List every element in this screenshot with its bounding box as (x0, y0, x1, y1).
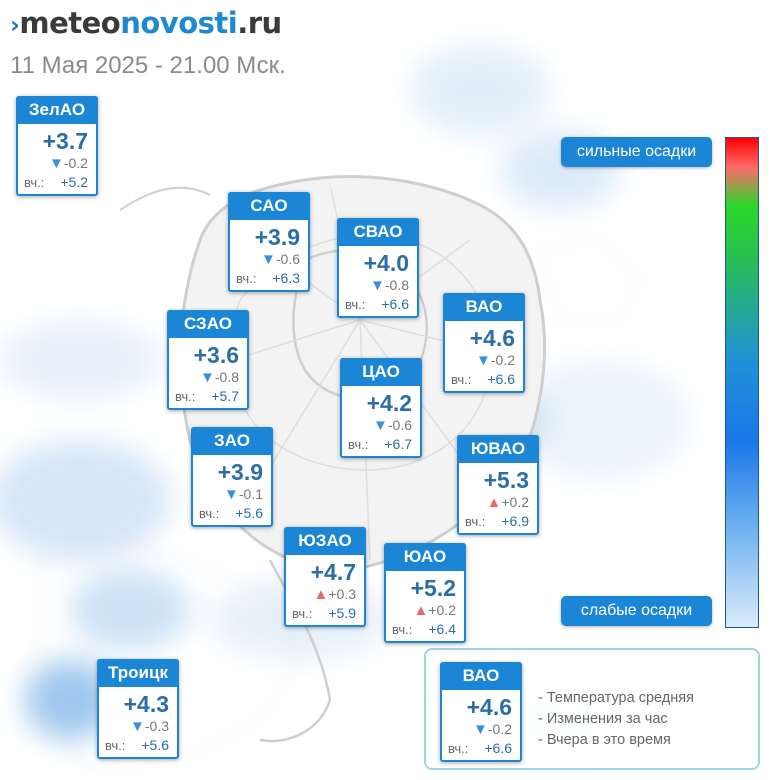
trend-down-icon: ▼ (370, 277, 385, 294)
district-name: СВАО (337, 218, 419, 246)
district-change: ▲+0.3 (313, 586, 357, 603)
district-name: ЦАО (340, 358, 422, 386)
trend-down-icon: ▼ (130, 718, 145, 735)
district-yesterday: +5.7 (211, 388, 239, 404)
district-yesterday: +6.3 (272, 270, 300, 286)
precipitation-scale (725, 137, 759, 628)
district-change: ▼-0.2 (476, 352, 515, 369)
district-yesterday: +6.4 (428, 621, 456, 637)
explanation-yesterday: - Вчера в это время (538, 732, 671, 748)
yesterday-label: вч.: (348, 437, 369, 452)
district-card[interactable]: Троицк +4.3 ▼-0.3 вч.: +5.6 (97, 659, 179, 759)
district-card[interactable]: ЦАО +4.2 ▼-0.6 вч.: +6.7 (340, 358, 422, 458)
district-card[interactable]: СВАО +4.0 ▼-0.8 вч.: +6.6 (337, 218, 419, 318)
district-name: ЮВАО (457, 435, 539, 463)
district-temp: +4.7 (310, 559, 356, 585)
district-yesterday: +6.9 (501, 513, 529, 529)
trend-down-icon: ▼ (476, 352, 491, 369)
yesterday-label: вч.: (292, 606, 313, 621)
sample-district-card: ВАО +4.6 ▼-0.2 вч.: +6.6 (440, 662, 522, 762)
district-name: ВАО (443, 293, 525, 321)
district-change: ▼-0.2 (473, 721, 512, 738)
district-temp: +4.6 (469, 325, 515, 351)
trend-down-icon: ▼ (261, 251, 276, 268)
district-temp: +5.2 (410, 575, 456, 601)
district-yesterday: +5.6 (235, 505, 263, 521)
district-name: ВАО (440, 662, 522, 690)
district-change: ▼-0.1 (224, 486, 263, 503)
district-yesterday: +6.6 (487, 371, 515, 387)
district-change: ▼-0.6 (261, 251, 300, 268)
yesterday-label: вч.: (345, 297, 366, 312)
yesterday-label: вч.: (24, 175, 45, 190)
district-change: ▲+0.2 (413, 602, 457, 619)
legend-explanation: ВАО +4.6 ▼-0.2 вч.: +6.6 - Температура с… (424, 648, 760, 770)
district-yesterday: +6.6 (381, 296, 409, 312)
district-card[interactable]: ВАО +4.6 ▼-0.2 вч.: +6.6 (443, 293, 525, 393)
site-logo[interactable]: ›meteonovosti.ru (10, 6, 282, 40)
explanation-temp: - Температура средняя (538, 690, 694, 706)
district-temp: +4.2 (366, 390, 412, 416)
outer-territories (39, 238, 642, 772)
trend-down-icon: ▼ (473, 721, 488, 738)
report-date: 11 Мая 2025 - 21.00 Мск. (10, 52, 286, 79)
district-name: ЗАО (191, 427, 273, 455)
district-temp: +3.9 (254, 224, 300, 250)
district-yesterday: +5.2 (60, 174, 88, 190)
yesterday-label: вч.: (236, 271, 257, 286)
legend-low-label: слабые осадки (561, 596, 712, 626)
yesterday-label: вч.: (199, 506, 220, 521)
district-yesterday: +6.7 (384, 436, 412, 452)
district-change: ▼-0.3 (130, 718, 169, 735)
district-name: ЮАО (384, 543, 466, 571)
district-temp: +3.9 (217, 459, 263, 485)
district-card[interactable]: ЮАО +5.2 ▲+0.2 вч.: +6.4 (384, 543, 466, 643)
trend-down-icon: ▼ (49, 155, 64, 172)
yesterday-label: вч.: (105, 738, 126, 753)
district-name: САО (228, 192, 310, 220)
trend-down-icon: ▼ (200, 369, 215, 386)
district-temp: +3.6 (193, 342, 239, 368)
yesterday-label: вч.: (465, 514, 486, 529)
district-card[interactable]: САО +3.9 ▼-0.6 вч.: +6.3 (228, 192, 310, 292)
district-name: ЗелАО (16, 96, 98, 124)
legend-high-label: сильные осадки (561, 137, 712, 167)
district-name: СЗАО (167, 310, 249, 338)
district-temp: +3.7 (42, 128, 88, 154)
district-temp: +4.0 (363, 250, 409, 276)
district-card[interactable]: ЮЗАО +4.7 ▲+0.3 вч.: +5.9 (284, 527, 366, 627)
trend-up-icon: ▲ (413, 602, 429, 619)
district-card[interactable]: ЗАО +3.9 ▼-0.1 вч.: +5.6 (191, 427, 273, 527)
district-temp: +4.6 (466, 694, 512, 720)
logo-mark-icon: › (10, 11, 20, 39)
trend-down-icon: ▼ (373, 417, 388, 434)
district-name: ЮЗАО (284, 527, 366, 555)
district-change: ▲+0.2 (486, 494, 530, 511)
trend-up-icon: ▲ (486, 494, 502, 511)
district-yesterday: +5.6 (141, 737, 169, 753)
district-card[interactable]: ЗелАО +3.7 ▼-0.2 вч.: +5.2 (16, 96, 98, 196)
district-change: ▼-0.2 (49, 155, 88, 172)
yesterday-label: вч.: (448, 741, 469, 756)
district-change: ▼-0.8 (370, 277, 409, 294)
district-temp: +5.3 (483, 467, 529, 493)
yesterday-label: вч.: (392, 622, 413, 637)
district-yesterday: +5.9 (328, 605, 356, 621)
explanation-change: - Изменения за час (538, 711, 668, 727)
district-name: Троицк (97, 659, 179, 687)
trend-up-icon: ▲ (313, 586, 329, 603)
district-temp: +4.3 (123, 691, 169, 717)
district-card[interactable]: СЗАО +3.6 ▼-0.8 вч.: +5.7 (167, 310, 249, 410)
yesterday-label: вч.: (175, 389, 196, 404)
district-change: ▼-0.6 (373, 417, 412, 434)
yesterday-label: вч.: (451, 372, 472, 387)
trend-down-icon: ▼ (224, 486, 239, 503)
district-yesterday: +6.6 (484, 740, 512, 756)
district-change: ▼-0.8 (200, 369, 239, 386)
district-card[interactable]: ЮВАО +5.3 ▲+0.2 вч.: +6.9 (457, 435, 539, 535)
